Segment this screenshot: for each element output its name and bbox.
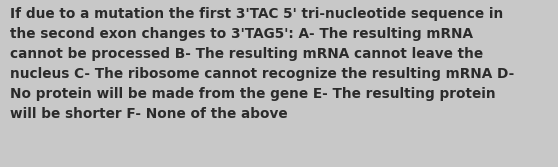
Text: If due to a mutation the first 3'TAC 5' tri-nucleotide sequence in
the second ex: If due to a mutation the first 3'TAC 5' … xyxy=(10,7,514,121)
